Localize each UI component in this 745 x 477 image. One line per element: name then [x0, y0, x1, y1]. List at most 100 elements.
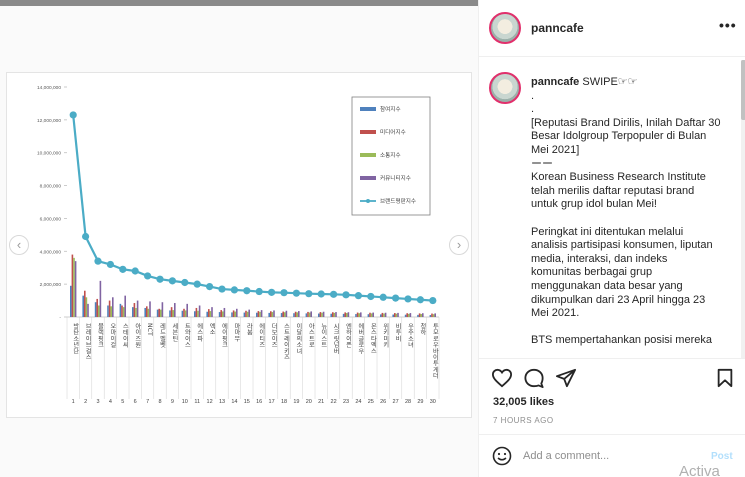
bar — [370, 313, 373, 317]
bar — [94, 302, 97, 317]
bar — [392, 314, 394, 317]
bookmark-icon[interactable] — [715, 368, 735, 388]
header-username[interactable]: panncafe — [531, 21, 584, 35]
caption-line: telah merilis daftar reputasi brand — [531, 184, 695, 197]
x-category-name: 이달의소녀 — [295, 322, 302, 355]
x-tick-label: 20 — [306, 399, 312, 405]
x-category-name: 에이티즈 — [258, 322, 265, 348]
legend-point-swatch — [366, 199, 370, 203]
bar — [74, 261, 77, 317]
line-point — [144, 272, 152, 280]
caption-scrollbar-thumb[interactable] — [741, 60, 745, 120]
line-point — [317, 290, 325, 298]
bar — [181, 310, 184, 317]
caption-line: . — [531, 89, 535, 102]
bar — [335, 312, 337, 317]
x-category-name: 스테이씨 — [121, 323, 128, 348]
x-category-name: 비투비 — [394, 322, 401, 342]
line-point — [131, 267, 139, 275]
post-timestamp[interactable]: 7 HOURS AGO — [493, 416, 554, 425]
previous-slide-button[interactable]: ‹ — [9, 235, 29, 255]
bar — [184, 310, 187, 317]
bar — [342, 313, 345, 317]
x-tick-label: 17 — [269, 399, 275, 405]
avatar[interactable] — [489, 12, 521, 44]
caption-line: Mei 2021] — [531, 143, 580, 156]
emoji-icon[interactable] — [492, 446, 512, 466]
x-tick-label: 25 — [368, 399, 374, 405]
bar — [197, 310, 199, 317]
bar — [132, 307, 134, 317]
bar — [380, 314, 382, 317]
line-point — [392, 294, 400, 302]
post-comment-button[interactable]: Post — [711, 451, 733, 462]
comment-input[interactable]: Add a comment... — [523, 450, 610, 462]
bar — [218, 312, 221, 317]
likes-count[interactable]: 32,005 likes — [493, 396, 555, 408]
x-tick-label: 10 — [182, 399, 188, 405]
caption-line: . — [531, 103, 535, 116]
x-category-name: 아이즈원 — [134, 322, 141, 348]
bar — [243, 312, 246, 317]
share-icon[interactable] — [555, 368, 577, 388]
caption-line: Peringkat ini ditentukan melalui — [531, 225, 684, 238]
bar — [355, 314, 357, 317]
bar — [110, 306, 112, 317]
bar — [308, 312, 311, 317]
x-tick-label: 5 — [121, 399, 124, 405]
legend-swatch — [360, 130, 376, 134]
legend-swatch — [360, 176, 376, 180]
bar — [307, 311, 309, 317]
line-point — [255, 287, 263, 296]
x-tick-label: 26 — [380, 399, 386, 405]
bar — [98, 305, 100, 317]
line-point — [404, 295, 412, 303]
bar — [381, 312, 384, 317]
post-media: - 2,000,000 4,000,000 6,000,000 8,000,000 10,… — [0, 6, 478, 477]
bar — [318, 313, 320, 317]
caption-line: komunitas berbagai grup — [531, 266, 653, 279]
caption-line — [531, 321, 741, 335]
caption-line: media, interaksi, dan indeks — [531, 252, 668, 265]
bar — [170, 307, 173, 317]
bar — [208, 309, 210, 317]
bar — [206, 311, 208, 317]
x-tick-label: 27 — [393, 399, 399, 405]
legend-label: 커뮤니티지수 — [380, 174, 411, 182]
line-point — [181, 278, 189, 287]
caption-scrollbar[interactable] — [741, 60, 745, 358]
caption-username[interactable]: panncafe — [531, 76, 580, 88]
x-category-name: 마마무 — [233, 322, 240, 342]
bar — [124, 295, 126, 317]
line-point — [342, 291, 350, 299]
bar — [422, 313, 424, 317]
x-category-name: 투모로우바이투게더 — [431, 323, 438, 380]
x-category-name: 엔하이픈 — [345, 322, 352, 348]
x-category-name: 트와이스 — [183, 323, 190, 348]
line-point — [416, 296, 424, 304]
bar — [195, 307, 198, 317]
bar — [119, 303, 122, 317]
next-slide-button[interactable]: › — [449, 235, 469, 255]
x-tick-label: 13 — [219, 399, 225, 405]
bar — [85, 297, 88, 317]
bar — [96, 298, 98, 317]
bar — [234, 311, 236, 317]
more-options-button[interactable]: ••• — [719, 17, 737, 33]
bar — [107, 305, 109, 317]
bar — [194, 311, 196, 317]
x-tick-label: 14 — [231, 399, 237, 405]
bar — [169, 310, 171, 317]
bar — [222, 311, 224, 317]
comment-icon[interactable] — [523, 368, 545, 388]
legend-label: 미디어지수 — [380, 128, 406, 136]
bar — [232, 310, 235, 317]
legend-label: 소통지수 — [380, 151, 401, 159]
x-category-name: 오마이걸 — [109, 323, 116, 348]
bar — [273, 310, 275, 317]
x-category-name: NCT — [146, 323, 153, 336]
caption-avatar[interactable] — [489, 72, 521, 104]
x-tick-label: 16 — [256, 399, 262, 405]
bar — [321, 312, 323, 317]
heart-icon[interactable] — [491, 368, 513, 388]
